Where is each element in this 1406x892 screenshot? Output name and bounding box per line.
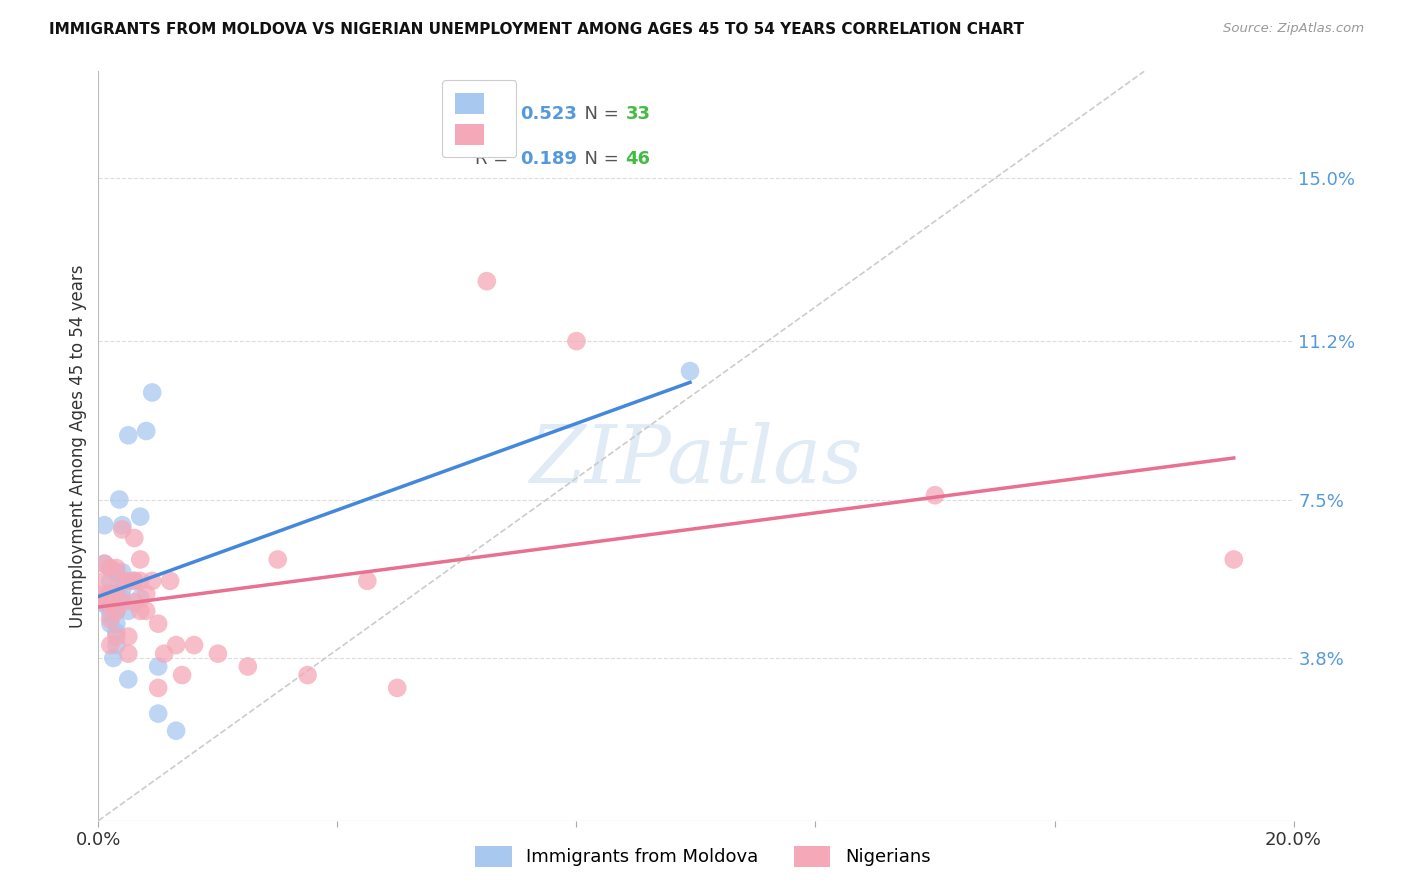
Point — [108, 492, 131, 507]
Point — [117, 574, 139, 588]
Point — [385, 681, 409, 695]
Point — [124, 574, 146, 588]
Point — [111, 523, 134, 537]
Point — [93, 595, 115, 609]
Point — [117, 647, 139, 661]
Text: R =: R = — [475, 150, 513, 168]
Text: 0.523: 0.523 — [520, 105, 578, 123]
Point — [105, 638, 128, 652]
Point — [148, 681, 170, 695]
Point — [98, 608, 122, 623]
Y-axis label: Unemployment Among Ages 45 to 54 years: Unemployment Among Ages 45 to 54 years — [69, 264, 87, 628]
Point — [105, 625, 128, 640]
Point — [98, 599, 122, 614]
Point — [135, 587, 157, 601]
Point — [117, 604, 139, 618]
Text: 33: 33 — [626, 105, 651, 123]
Point — [105, 616, 128, 631]
Point — [356, 574, 378, 588]
Point — [148, 706, 170, 721]
Point — [148, 616, 170, 631]
Point — [236, 659, 259, 673]
Point — [141, 574, 163, 588]
Point — [105, 587, 128, 601]
Point — [129, 509, 152, 524]
Point — [153, 647, 176, 661]
Text: Source: ZipAtlas.com: Source: ZipAtlas.com — [1223, 22, 1364, 36]
Point — [117, 630, 139, 644]
Point — [124, 531, 146, 545]
Point — [93, 587, 115, 601]
Text: N =: N = — [572, 150, 624, 168]
Point — [111, 574, 134, 588]
Point — [135, 424, 157, 438]
Point — [165, 723, 187, 738]
Text: IMMIGRANTS FROM MOLDOVA VS NIGERIAN UNEMPLOYMENT AMONG AGES 45 TO 54 YEARS CORRE: IMMIGRANTS FROM MOLDOVA VS NIGERIAN UNEM… — [49, 22, 1024, 37]
Point — [111, 582, 134, 597]
Point — [105, 604, 128, 618]
Point — [105, 604, 128, 618]
Point — [141, 385, 163, 400]
Point — [111, 595, 134, 609]
Point — [124, 595, 146, 609]
Point — [98, 612, 122, 626]
Text: R =: R = — [475, 105, 513, 123]
Point — [98, 616, 122, 631]
Point — [924, 488, 946, 502]
Point — [105, 561, 128, 575]
Point — [98, 638, 122, 652]
Point — [297, 668, 319, 682]
Point — [679, 364, 702, 378]
Text: 46: 46 — [626, 150, 651, 168]
Text: 0.189: 0.189 — [520, 150, 578, 168]
Point — [90, 591, 112, 605]
Point — [93, 574, 115, 588]
Point — [475, 274, 498, 288]
Point — [135, 604, 157, 618]
Point — [159, 574, 181, 588]
Point — [98, 574, 122, 588]
Point — [124, 574, 146, 588]
Point — [565, 334, 588, 348]
Point — [111, 518, 134, 533]
Point — [1223, 552, 1246, 566]
Point — [93, 518, 115, 533]
Legend:  ,  : , — [441, 80, 516, 157]
Point — [207, 647, 229, 661]
Point — [98, 587, 122, 601]
Text: ZIPatlas: ZIPatlas — [529, 422, 863, 500]
Point — [148, 659, 170, 673]
Text: N =: N = — [572, 105, 624, 123]
Point — [93, 557, 115, 571]
Point — [98, 561, 122, 575]
Point — [105, 591, 128, 605]
Point — [111, 591, 134, 605]
Point — [129, 591, 152, 605]
Point — [172, 668, 194, 682]
Point — [90, 595, 112, 609]
Point — [98, 595, 122, 609]
Point — [165, 638, 187, 652]
Point — [117, 673, 139, 687]
Point — [129, 604, 152, 618]
Point — [129, 574, 152, 588]
Point — [183, 638, 205, 652]
Point — [93, 557, 115, 571]
Legend: Immigrants from Moldova, Nigerians: Immigrants from Moldova, Nigerians — [468, 838, 938, 874]
Point — [117, 428, 139, 442]
Point — [105, 566, 128, 580]
Point — [267, 552, 290, 566]
Point — [98, 587, 122, 601]
Point — [111, 566, 134, 580]
Point — [129, 552, 152, 566]
Point — [96, 599, 118, 614]
Point — [105, 630, 128, 644]
Point — [103, 651, 125, 665]
